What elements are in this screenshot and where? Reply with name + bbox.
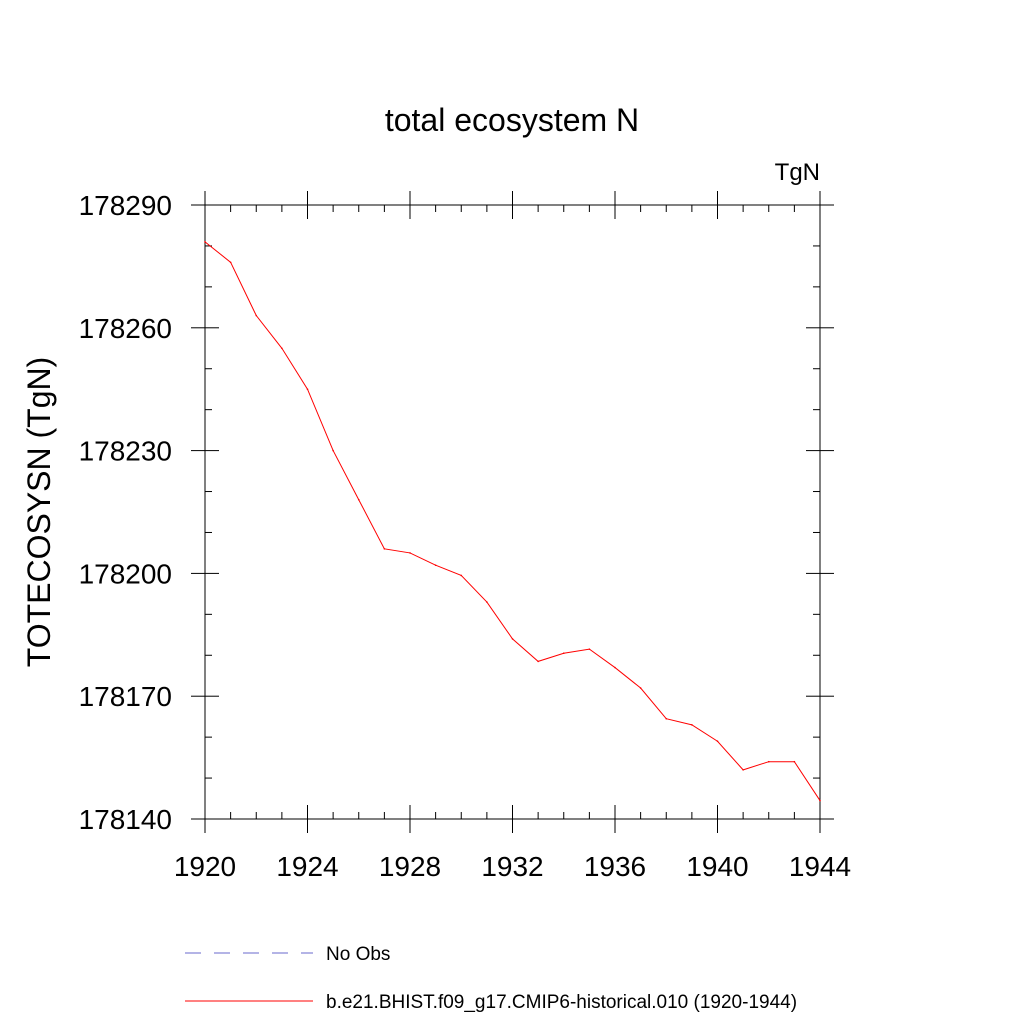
- axis-ticks: [191, 191, 834, 833]
- axis-tick-labels: 1920 1924 1928 1932 1936 1940 1944 178140 178170…: [79, 190, 852, 882]
- data-point: [639, 687, 642, 689]
- data-point: [434, 564, 437, 567]
- legend: No Obs b.e21.BHIST.f09_g17.CMIP6-historic…: [185, 944, 797, 1013]
- plot-frame: [204, 204, 821, 820]
- data-point: [537, 660, 539, 663]
- data-point: [332, 449, 334, 452]
- series-group: [204, 241, 821, 802]
- series-line: [204, 241, 821, 801]
- legend-label: b.e21.BHIST.f09_g17.CMIP6-historical.010…: [326, 992, 797, 1013]
- data-point: [691, 724, 693, 726]
- data-point: [562, 652, 565, 655]
- y-tick-label: 178230: [79, 436, 172, 467]
- y-tick-label: 178290: [79, 190, 172, 221]
- data-point: [665, 717, 668, 720]
- x-tick-label: 1924: [276, 851, 338, 882]
- x-tick-label: 1936: [584, 851, 646, 882]
- y-tick-label: 178140: [79, 804, 172, 835]
- data-point: [767, 760, 770, 763]
- data-point: [229, 261, 232, 264]
- data-point: [306, 388, 309, 391]
- x-tick-label: 1944: [789, 851, 851, 882]
- data-point: [511, 638, 514, 640]
- data-point: [588, 648, 591, 650]
- data-point: [460, 574, 463, 577]
- y-tick-label: 178200: [79, 558, 172, 589]
- data-point: [255, 314, 258, 317]
- x-tick-label: 1920: [174, 851, 236, 882]
- data-point: [486, 601, 488, 603]
- data-point: [409, 552, 411, 554]
- data-point: [614, 666, 616, 669]
- x-tick-label: 1940: [686, 851, 748, 882]
- data-point: [281, 347, 283, 350]
- y-axis-label: TOTECOSYSN (TgN): [21, 357, 57, 668]
- data-point: [793, 760, 796, 763]
- data-point: [742, 769, 744, 771]
- legend-label: No Obs: [326, 944, 390, 965]
- data-point: [383, 548, 386, 550]
- data-point: [357, 498, 360, 501]
- x-tick-label: 1932: [481, 851, 543, 882]
- units-label: TgN: [775, 159, 820, 186]
- data-point: [716, 740, 719, 743]
- y-tick-label: 178260: [79, 313, 172, 344]
- data-point: [819, 799, 821, 802]
- data-point: [204, 241, 206, 243]
- x-tick-label: 1928: [379, 851, 441, 882]
- y-tick-label: 178170: [79, 681, 172, 712]
- chart-title: total ecosystem N: [385, 102, 639, 138]
